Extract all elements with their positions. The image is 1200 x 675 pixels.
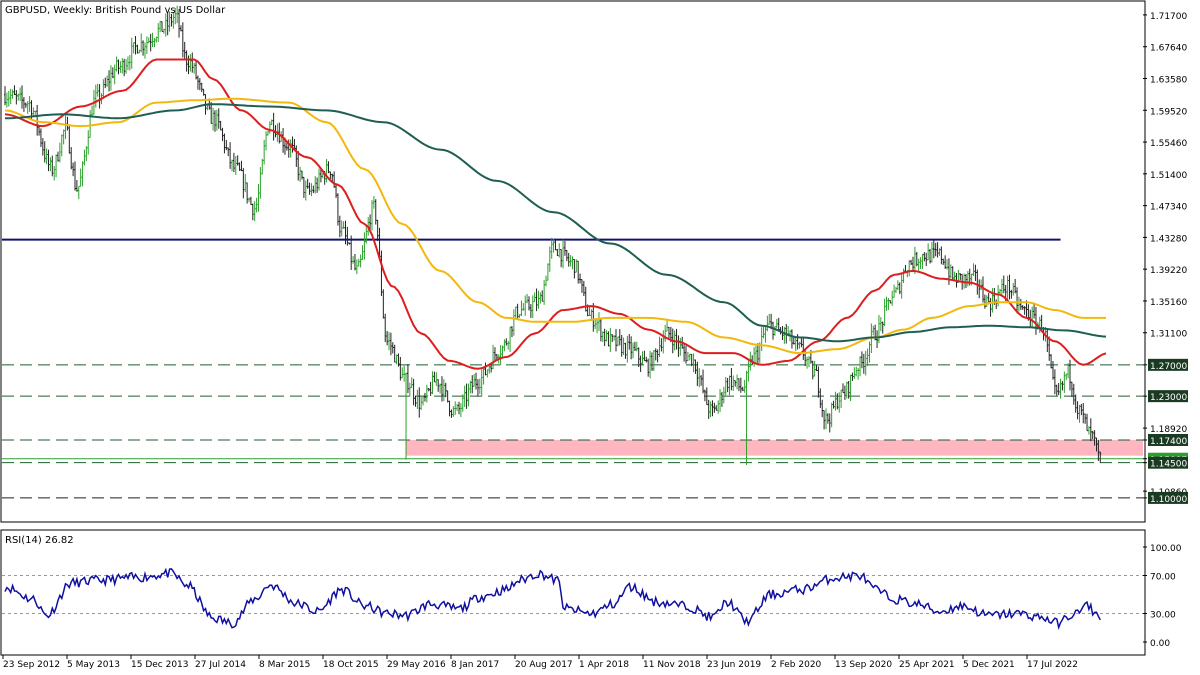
time-label-16: 17 Jul 2022 [1027, 660, 1078, 670]
time-label-4: 8 Mar 2015 [259, 660, 310, 670]
price-label-13: 1.18920 [1150, 425, 1187, 435]
moving-averages [4, 58, 1107, 370]
rsi-panel-frame [0, 529, 1146, 656]
rsi-line [4, 567, 1101, 630]
rsi-indicator [2, 567, 1143, 630]
candlesticks [4, 5, 1102, 466]
price-label-1: 1.67640 [1150, 44, 1187, 54]
time-label-7: 8 Jan 2017 [451, 660, 499, 670]
price-label-9: 1.35160 [1150, 298, 1187, 308]
rsi-axis: 100.00 70.00 30.00 0.00 [1143, 544, 1182, 649]
time-label-13: 13 Sep 2020 [835, 660, 892, 670]
price-label-box-11 [1148, 358, 1188, 371]
price-label-box-16 [1148, 456, 1188, 469]
time-label-8: 20 Aug 2017 [515, 660, 573, 670]
time-label-5: 18 Oct 2015 [323, 660, 379, 670]
ma-line-ma_fast [4, 58, 1107, 370]
price-label-box-12 [1148, 390, 1188, 403]
time-label-0: 23 Sep 2012 [3, 660, 60, 670]
time-label-1: 5 May 2013 [67, 660, 120, 670]
rsi-tick-label-0: 100.00 [1150, 544, 1182, 554]
price-label-18: 1.10000 [1150, 495, 1187, 505]
time-axis: 23 Sep 2012 5 May 2013 15 Dec 2013 27 Jul 2… [2, 655, 1078, 670]
ma-line-ma_mid [4, 97, 1106, 355]
horizontal-levels [2, 238, 1143, 499]
support-zone-rect [406, 439, 1143, 456]
ma-line-ma_slow [5, 103, 1107, 343]
price-label-0: 1.71700 [1150, 12, 1187, 22]
price-label-2: 1.63580 [1150, 75, 1187, 85]
price-label-box-18 [1148, 491, 1188, 504]
price-label-3: 1.59520 [1150, 107, 1187, 117]
price-axis: 1.71700 1.67640 1.63580 1.59520 1.55460 1.514… [1143, 12, 1188, 505]
price-label-5: 1.51400 [1150, 171, 1187, 181]
time-label-9: 1 Apr 2018 [579, 660, 629, 670]
price-label-10: 1.31100 [1150, 330, 1187, 340]
price-label-8: 1.39220 [1150, 266, 1187, 276]
time-label-14: 25 Apr 2021 [899, 660, 955, 670]
time-label-2: 15 Dec 2013 [131, 660, 189, 670]
chart-title: GBPUSD, Weekly: British Pound vs US Doll… [5, 5, 226, 16]
time-label-10: 11 Nov 2018 [643, 660, 701, 670]
price-label-11: 1.27000 [1150, 362, 1187, 372]
rsi-title: RSI(14) 26.82 [5, 535, 74, 546]
price-label-12: 1.23000 [1150, 393, 1187, 403]
price-label-4: 1.55460 [1150, 139, 1187, 149]
rsi-tick-label-3: 0.00 [1150, 639, 1170, 649]
time-label-6: 29 May 2016 [387, 660, 446, 670]
price-label-box-14 [1148, 433, 1188, 446]
rsi-tick-label-2: 30.00 [1150, 611, 1176, 621]
time-label-15: 5 Dec 2021 [963, 660, 1015, 670]
time-label-3: 27 Jul 2014 [195, 660, 246, 670]
price-label-6: 1.47340 [1150, 203, 1187, 213]
time-label-11: 23 Jun 2019 [707, 660, 761, 670]
price-label-7: 1.43280 [1150, 234, 1187, 244]
pink-support-zone [406, 439, 1143, 456]
time-label-12: 2 Feb 2020 [771, 660, 822, 670]
rsi-tick-label-1: 70.00 [1150, 573, 1176, 583]
price-label-14: 1.17400 [1150, 437, 1187, 447]
price-label-16: 1.14500 [1150, 460, 1187, 470]
